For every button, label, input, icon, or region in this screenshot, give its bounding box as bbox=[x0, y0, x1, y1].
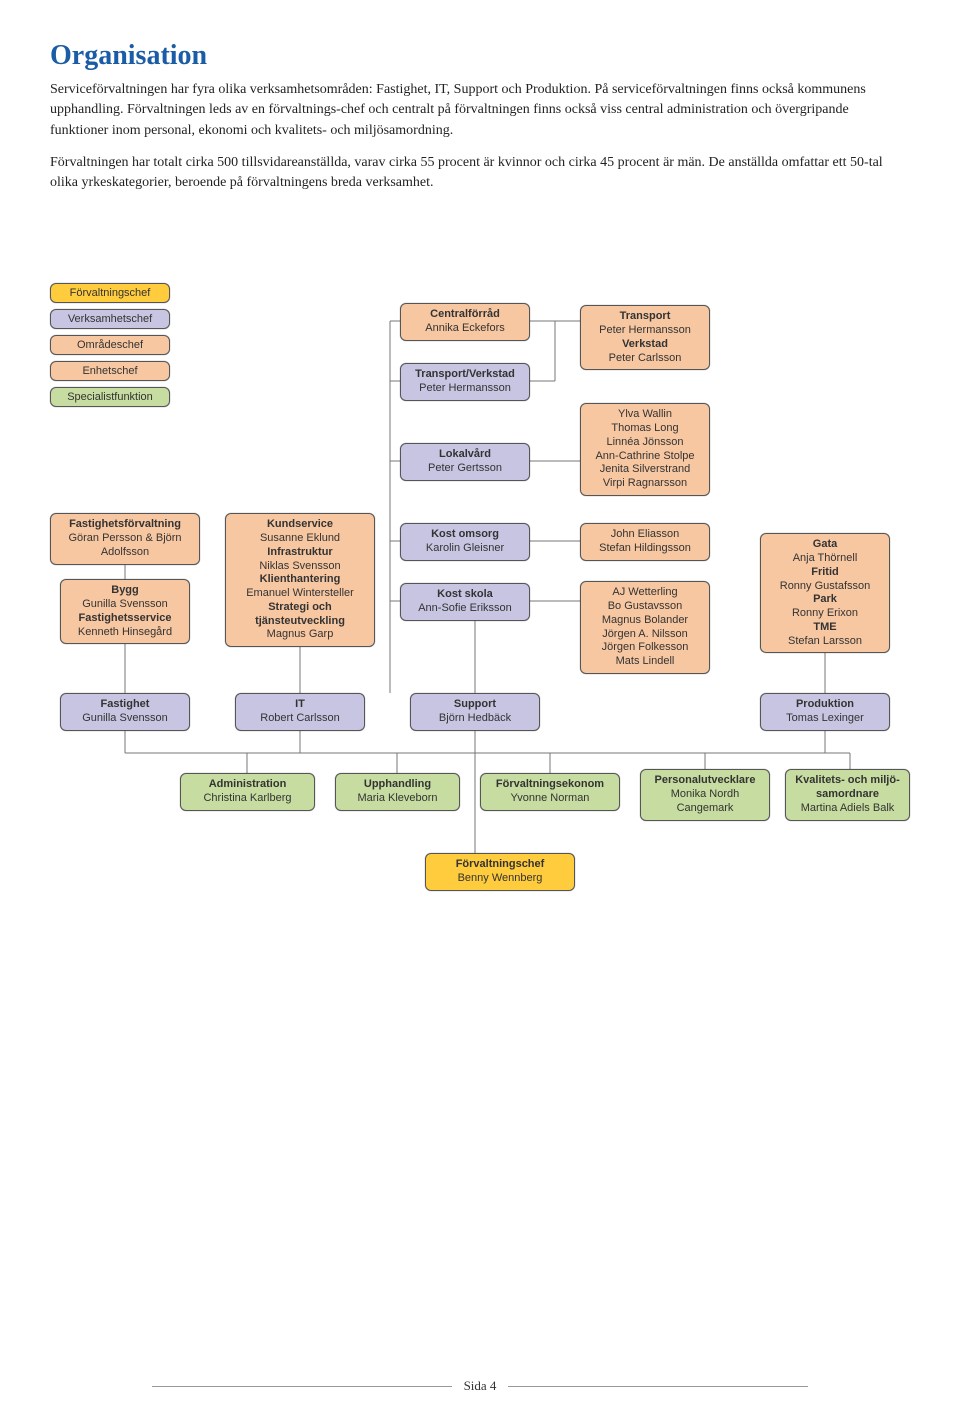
node-personal: PersonalutvecklareMonika Nordh Cangemark bbox=[640, 769, 770, 820]
org-chart: Förvaltningschef Verksamhetschef Områdesch… bbox=[50, 283, 910, 1003]
node-kostskolastaff: AJ WetterlingBo GustavssonMagnus Bolande… bbox=[580, 581, 710, 674]
node-bygg: ByggGunilla SvenssonFastighetsserviceKen… bbox=[60, 579, 190, 644]
node-kund: KundserviceSusanne EklundInfrastrukturNi… bbox=[225, 513, 375, 647]
node-it: ITRobert Carlsson bbox=[235, 693, 365, 731]
node-fastighet: FastighetGunilla Svensson bbox=[60, 693, 190, 731]
node-kostskola: Kost skolaAnn-Sofie Eriksson bbox=[400, 583, 530, 621]
node-lokalvardstaff: Ylva WallinThomas LongLinnéa JönssonAnn-… bbox=[580, 403, 710, 496]
node-admin: AdministrationChristina Karlberg bbox=[180, 773, 315, 811]
legend-item: Förvaltningschef bbox=[50, 283, 170, 303]
page-title: Organisation bbox=[50, 40, 910, 72]
intro-paragraph-1: Serviceförvaltningen har fyra olika verk… bbox=[50, 80, 910, 141]
node-ekonom: FörvaltningsekonomYvonne Norman bbox=[480, 773, 620, 811]
node-gata: GataAnja ThörnellFritidRonny GustafssonP… bbox=[760, 533, 890, 653]
node-produktion: ProduktionTomas Lexinger bbox=[760, 693, 890, 731]
page-number: Sida 4 bbox=[464, 1378, 497, 1394]
node-transport: TransportPeter HermanssonVerkstadPeter C… bbox=[580, 305, 710, 370]
node-chef: FörvaltningschefBenny Wennberg bbox=[425, 853, 575, 891]
node-lokalvard: LokalvårdPeter Gertsson bbox=[400, 443, 530, 481]
node-kostomsorg: Kost omsorgKarolin Gleisner bbox=[400, 523, 530, 561]
node-fastforvalt: FastighetsförvaltningGöran Persson & Bjö… bbox=[50, 513, 200, 564]
node-kvalitet: Kvalitets- och miljö-samordnareMartina A… bbox=[785, 769, 910, 820]
legend-item: Enhetschef bbox=[50, 361, 170, 381]
node-kostomsorgstaff: John EliassonStefan Hildingsson bbox=[580, 523, 710, 561]
legend-item: Specialistfunktion bbox=[50, 387, 170, 407]
legend-item: Verksamhetschef bbox=[50, 309, 170, 329]
page-footer: Sida 4 bbox=[0, 1378, 960, 1394]
node-upphandling: UpphandlingMaria Kleveborn bbox=[335, 773, 460, 811]
node-centralforrad: CentralförrådAnnika Eckefors bbox=[400, 303, 530, 341]
legend-item: Områdeschef bbox=[50, 335, 170, 355]
node-transportverkstad: Transport/VerkstadPeter Hermansson bbox=[400, 363, 530, 401]
intro-paragraph-2: Förvaltningen har totalt cirka 500 tills… bbox=[50, 153, 910, 194]
node-support: SupportBjörn Hedbäck bbox=[410, 693, 540, 731]
